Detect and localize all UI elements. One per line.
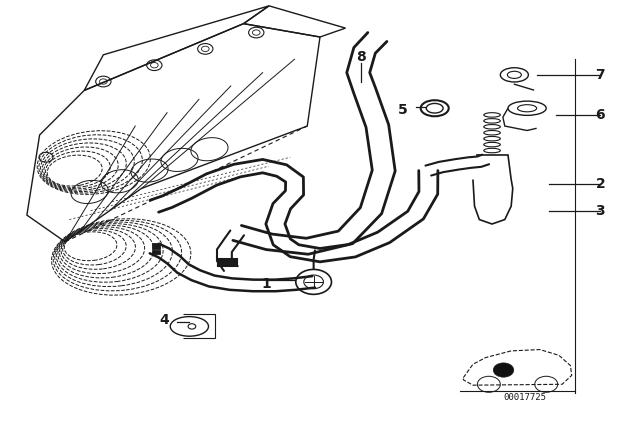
Text: 5: 5 — [398, 103, 408, 117]
Text: 8: 8 — [356, 50, 366, 64]
Text: 6: 6 — [596, 108, 605, 122]
Text: 3: 3 — [596, 204, 605, 218]
Text: 4: 4 — [159, 313, 169, 327]
Text: 00017725: 00017725 — [504, 393, 547, 402]
Text: 7: 7 — [596, 68, 605, 82]
Circle shape — [493, 363, 514, 377]
Text: 1: 1 — [261, 277, 271, 291]
Text: 2: 2 — [595, 177, 605, 191]
